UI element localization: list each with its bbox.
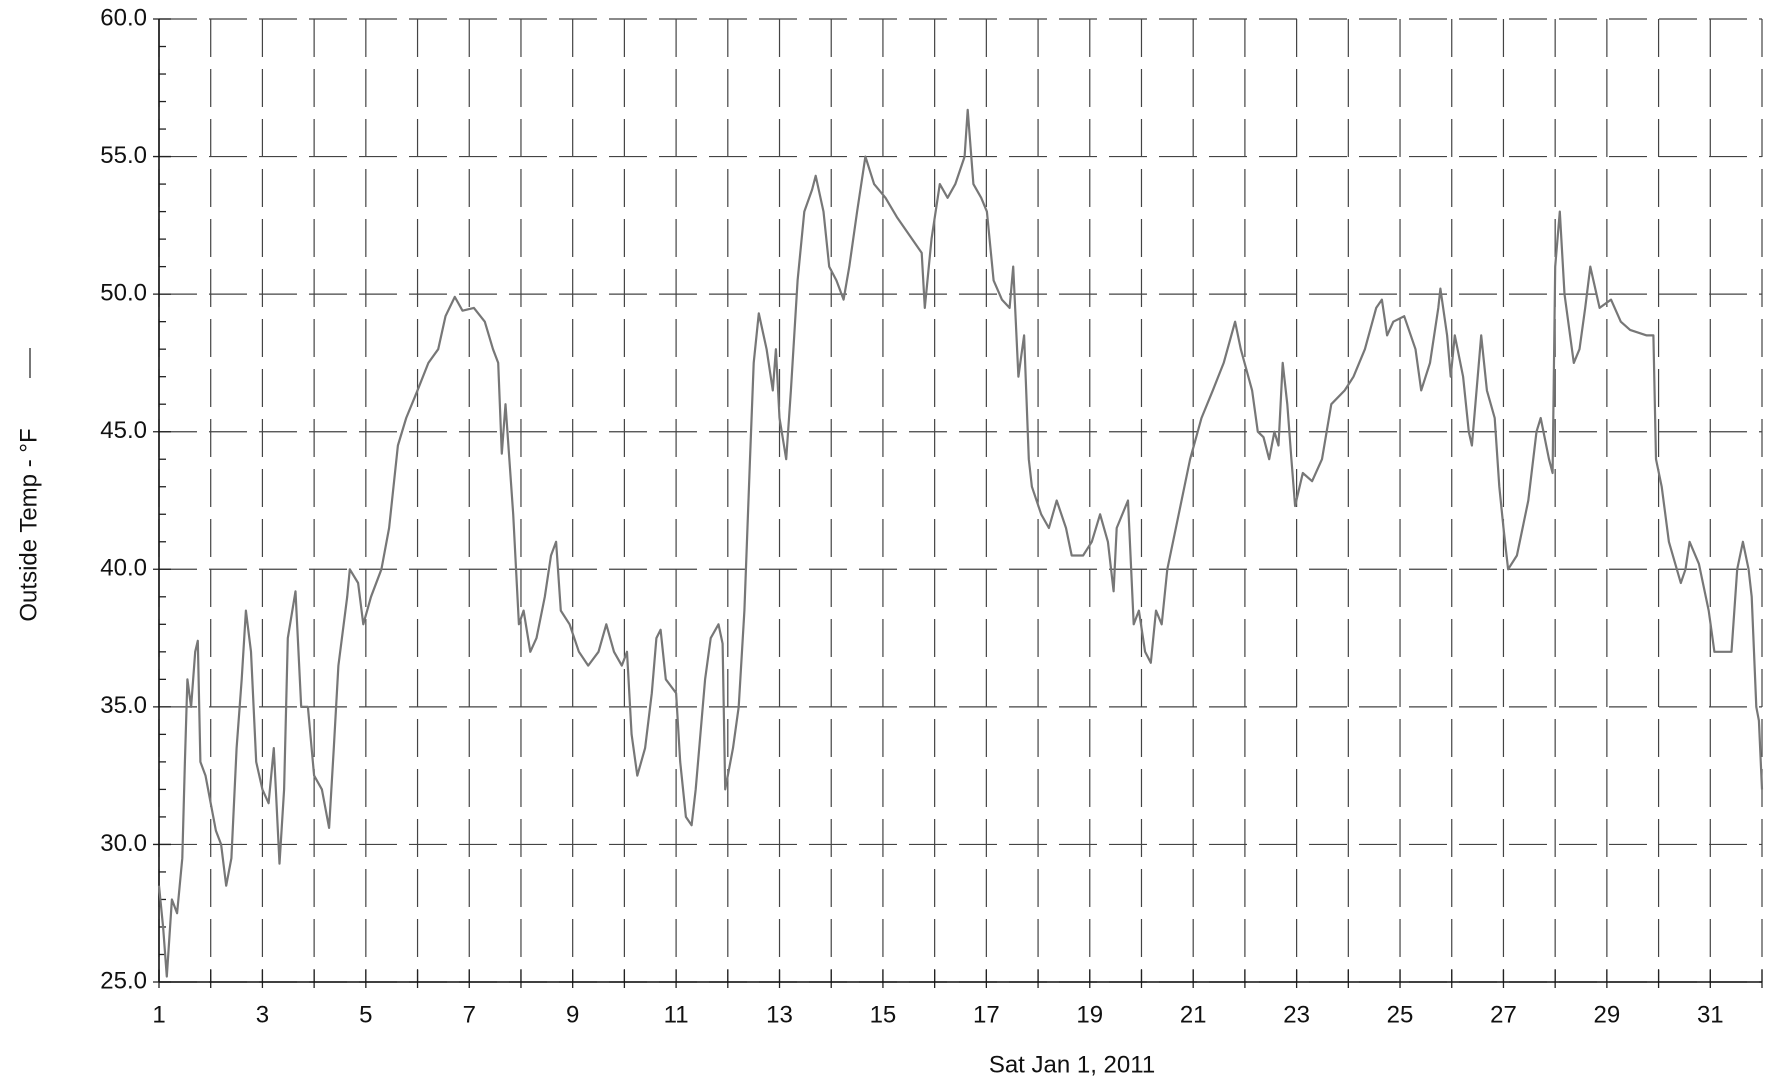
y-tick-label: 45.0 <box>100 417 147 444</box>
x-tick-label: 21 <box>1180 1001 1207 1028</box>
y-axis-title: Outside Temp - °F <box>15 428 42 621</box>
x-tick-label: 11 <box>664 1001 689 1028</box>
y-tick-label: 30.0 <box>100 830 147 857</box>
x-tick-label: 31 <box>1697 1001 1724 1028</box>
x-tick-label: 19 <box>1076 1001 1103 1028</box>
x-tick-label: 1 <box>152 1001 165 1028</box>
x-tick-label: 9 <box>566 1001 579 1028</box>
x-tick-label: 25 <box>1387 1001 1414 1028</box>
x-tick-label: 13 <box>766 1001 793 1028</box>
x-tick-label: 3 <box>256 1001 269 1028</box>
y-tick-label: 25.0 <box>100 967 147 994</box>
x-tick-label: 27 <box>1490 1001 1517 1028</box>
x-axis-title: Sat Jan 1, 2011 <box>989 1051 1155 1078</box>
y-tick-label: 60.0 <box>100 4 147 31</box>
x-tick-label: 23 <box>1283 1001 1310 1028</box>
x-tick-label: 7 <box>463 1001 476 1028</box>
x-tick-label: 29 <box>1594 1001 1621 1028</box>
x-tick-label: 17 <box>973 1001 1000 1028</box>
series-line <box>157 108 1764 978</box>
x-tick-label: 5 <box>359 1001 372 1028</box>
y-tick-label: 40.0 <box>100 555 147 582</box>
y-tick-label: 55.0 <box>100 142 147 169</box>
y-tick-label: 35.0 <box>100 692 147 719</box>
x-tick-label: 15 <box>870 1001 897 1028</box>
y-tick-label: 50.0 <box>100 279 147 306</box>
